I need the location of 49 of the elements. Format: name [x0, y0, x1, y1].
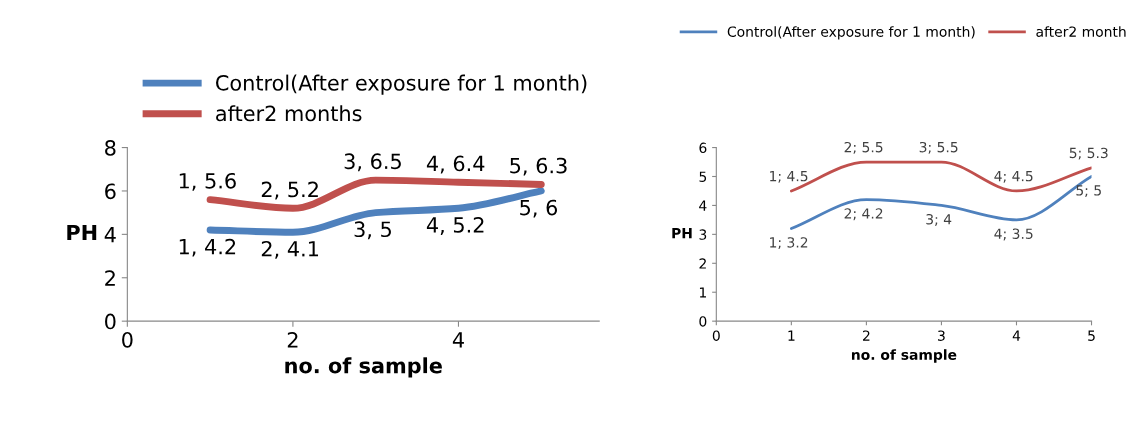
y-tick-label: 2 [105, 270, 115, 286]
data-label: 1; 3.2 [770, 237, 808, 250]
data-label: 4; 4.5 [994, 171, 1033, 183]
x-tick-label: 4 [452, 332, 464, 348]
data-label: 2; 4.2 [844, 208, 883, 221]
y-tick-label: 8 [105, 140, 116, 156]
y-tick-label: 1 [699, 287, 706, 298]
legend-label: Control(After exposure for 1 month) [216, 74, 587, 95]
data-label: 4; 3.5 [994, 228, 1033, 241]
x-tick-label: 0 [712, 330, 720, 341]
y-axis-title: PH [672, 228, 692, 239]
data-label: 2, 4.1 [261, 240, 319, 259]
x-tick-label: 1 [788, 330, 795, 341]
data-label: 5; 5 [1076, 185, 1101, 197]
data-label: 3, 6.5 [344, 153, 401, 172]
data-label: 5; 5.3 [1069, 147, 1108, 160]
y-tick-label: 4 [699, 200, 707, 211]
data-label: 2, 5.2 [261, 181, 318, 200]
x-axis-title: no. of sample [285, 357, 442, 378]
legend-label: after2 months [216, 105, 362, 122]
x-tick-label: 5 [1088, 330, 1095, 341]
x-axis-title: no. of sample [851, 349, 957, 363]
x-tick-label: 3 [938, 330, 945, 341]
data-label: 1; 4.5 [770, 171, 808, 183]
data-label: 5, 6 [520, 199, 558, 218]
data-label: 3; 4 [926, 214, 952, 226]
data-label: 3, 5 [354, 221, 391, 240]
x-tick-label: 4 [1012, 330, 1021, 341]
x-tick-label: 2 [862, 330, 870, 341]
y-tick-label: 6 [699, 142, 707, 154]
legend-label: after2 month [1036, 26, 1126, 37]
legend-label: Control(After exposure for 1 month) [727, 26, 975, 40]
y-tick-label: 3 [699, 229, 707, 240]
data-label: 4, 5.2 [426, 217, 484, 235]
data-label: 1, 4.2 [179, 238, 236, 257]
x-tick-label: 0 [122, 331, 133, 348]
data-label: 5, 6.3 [510, 157, 567, 176]
data-label: 3; 5.5 [919, 141, 958, 154]
y-tick-label: 2 [699, 258, 706, 269]
y-tick-label: 0 [699, 316, 707, 327]
data-label: 1, 5.6 [179, 172, 236, 191]
y-tick-label: 0 [105, 313, 116, 330]
data-label: 2; 5.5 [844, 141, 883, 154]
y-axis-title: PH [67, 224, 97, 241]
y-tick-label: 5 [699, 171, 707, 182]
data-label: 4, 6.4 [426, 155, 485, 174]
y-tick-label: 6 [105, 183, 116, 200]
y-tick-label: 4 [104, 227, 116, 243]
x-tick-label: 2 [287, 331, 298, 348]
